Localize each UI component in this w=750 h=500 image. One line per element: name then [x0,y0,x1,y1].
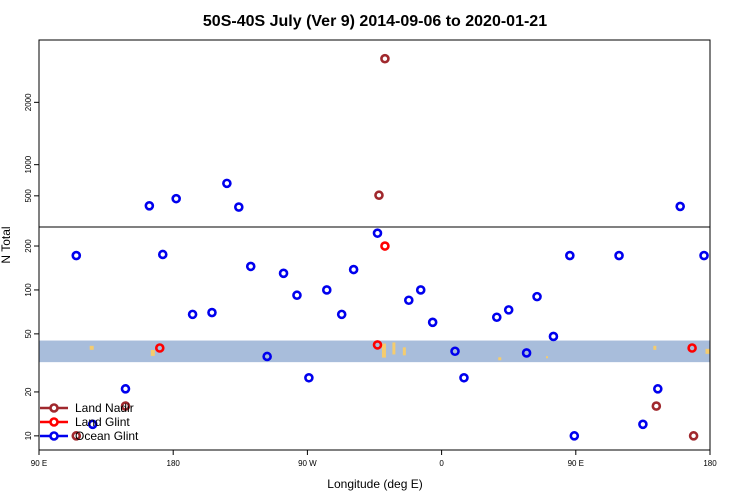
x-tick-label: 90 E [31,459,47,468]
ocean-glint-point [675,201,685,212]
legend-label-ocean-glint: Ocean Glint [75,429,139,443]
ocean-glint-point [614,250,624,261]
ocean-glint-point [503,305,514,315]
land-marker [705,348,710,354]
legend-marker-ocean-glint [49,431,59,441]
plot-frame [38,39,711,451]
ocean-glint-point [372,228,383,238]
ocean-glint-point [532,291,542,302]
ocean-glint-point [157,249,168,260]
land-nadir-point [380,53,390,64]
land-marker [498,357,502,361]
ocean-glint-point [234,202,244,212]
ocean-glint-point [304,372,314,383]
ocean-glint-point [653,384,663,394]
x-tick-label: 90 E [568,459,584,468]
land-nadir-point [688,431,699,441]
ocean-glint-point [491,312,502,323]
ocean-glint-point [348,264,359,275]
land-glint-point [372,340,383,350]
ocean-glint-point [207,307,217,318]
land-marker [402,347,406,356]
plot-area: 90 E 180 90 W 0 90 E 180 10 20 50 100 200 500 1000 20… [24,39,717,468]
ocean-glint-point [278,268,289,279]
ocean-glint-point [71,250,82,261]
ocean-glint-point [321,285,332,295]
land-marker [545,356,548,359]
ocean-glint-point [459,372,469,383]
ocean-glint-point [120,384,131,394]
y-axis-label: N Total [0,226,13,263]
ocean-glint-point [187,309,198,320]
ocean-glint-point [565,250,575,261]
land-glint-point [154,343,165,353]
y-tick-lower-label: 50 [24,329,33,338]
legend-marker-land-nadir [49,403,59,413]
ocean-glint-point [262,351,272,362]
land-marker [392,342,396,355]
chart-title: 50S-40S July (Ver 9) 2014-09-06 to 2020-… [203,13,547,30]
land-marker [381,343,386,358]
ocean-glint-point [427,317,438,328]
x-tick-label: 180 [703,459,717,468]
ocean-glint-point [171,193,181,204]
ocean-glint-point [521,348,532,358]
ocean-glint-point [569,431,580,441]
ocean-glint-point [144,201,155,211]
ocean-glint-point [87,419,98,430]
land-nadir-point [651,401,662,411]
ocean-glint-point [245,261,256,272]
y-tick-lower-label: 200 [24,239,33,253]
ocean-glint-point [403,295,414,306]
land-glint-point [380,241,390,251]
legend-label-land-glint: Land Glint [75,415,130,429]
y-tick-upper-label: 1000 [24,155,33,173]
ocean-glint-point [699,250,709,261]
y-tick-lower-label: 20 [24,387,33,396]
y-tick-lower-label: 10 [24,431,33,440]
land-nadir-point [374,190,384,201]
ocean-glint-point [292,290,302,301]
ocean-glint-point [222,178,232,189]
land-nadir-point [120,401,131,411]
x-axis-label: Longitude (deg E) [327,477,422,491]
legend-marker-land-glint [49,417,59,427]
x-tick-label: 90 W [298,459,317,468]
y-tick-lower-label: 100 [24,283,33,297]
land-nadir-point [71,431,82,441]
x-tick-label: 180 [167,459,181,468]
land-marker [89,345,94,350]
ocean-glint-point [548,331,559,342]
land-marker [150,349,155,356]
ocean-glint-point [336,309,347,320]
legend-label-land-nadir: Land Nadir [75,401,134,415]
ocean-glint-point [638,419,648,430]
ocean-glint-point [415,285,426,295]
land-glint-point [687,343,697,353]
y-tick-upper-label: 500 [24,189,33,203]
land-marker [653,345,657,350]
shaded-band [39,340,710,363]
ocean-glint-point [450,346,460,357]
x-tick-label: 0 [439,459,444,468]
y-tick-upper-label: 2000 [24,93,33,111]
